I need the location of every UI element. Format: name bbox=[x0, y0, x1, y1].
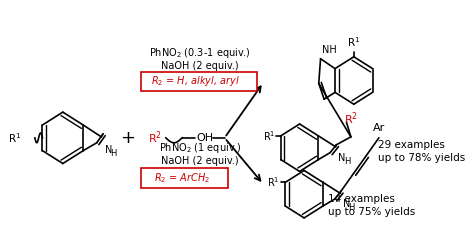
Text: up to 75% yields: up to 75% yields bbox=[328, 207, 416, 217]
Text: R$^1$: R$^1$ bbox=[267, 175, 280, 189]
FancyBboxPatch shape bbox=[141, 169, 228, 188]
Text: H: H bbox=[348, 203, 355, 212]
Text: 14 examples: 14 examples bbox=[328, 194, 395, 204]
Text: R$^2$: R$^2$ bbox=[344, 111, 358, 127]
Text: H: H bbox=[344, 157, 350, 166]
Text: NaOH (2 equiv.): NaOH (2 equiv.) bbox=[161, 61, 239, 71]
Text: R$^2$: R$^2$ bbox=[148, 130, 162, 146]
Text: Ar: Ar bbox=[373, 123, 385, 133]
Text: PhNO$_2$ (1 equiv.): PhNO$_2$ (1 equiv.) bbox=[159, 141, 242, 155]
Text: up to 78% yields: up to 78% yields bbox=[378, 153, 465, 163]
Text: NH: NH bbox=[322, 45, 337, 55]
FancyBboxPatch shape bbox=[141, 72, 257, 91]
Text: R$^1$: R$^1$ bbox=[8, 131, 21, 145]
Text: H: H bbox=[110, 149, 117, 158]
Text: N: N bbox=[343, 199, 350, 209]
Text: NaOH (2 equiv.): NaOH (2 equiv.) bbox=[161, 155, 239, 166]
Text: OH: OH bbox=[197, 133, 214, 143]
Text: N: N bbox=[105, 145, 112, 155]
Text: N: N bbox=[338, 153, 346, 163]
Text: R$^1$: R$^1$ bbox=[263, 129, 275, 143]
Text: R$^1$: R$^1$ bbox=[347, 35, 360, 49]
Text: 29 examples: 29 examples bbox=[378, 140, 445, 150]
Text: PhNO$_2$ (0.3-1 equiv.): PhNO$_2$ (0.3-1 equiv.) bbox=[149, 46, 251, 60]
Text: +: + bbox=[120, 129, 136, 147]
Text: R$_2$ = ArCH$_2$: R$_2$ = ArCH$_2$ bbox=[154, 171, 210, 185]
Text: R$_2$ = H, alkyl, aryl: R$_2$ = H, alkyl, aryl bbox=[151, 75, 240, 89]
